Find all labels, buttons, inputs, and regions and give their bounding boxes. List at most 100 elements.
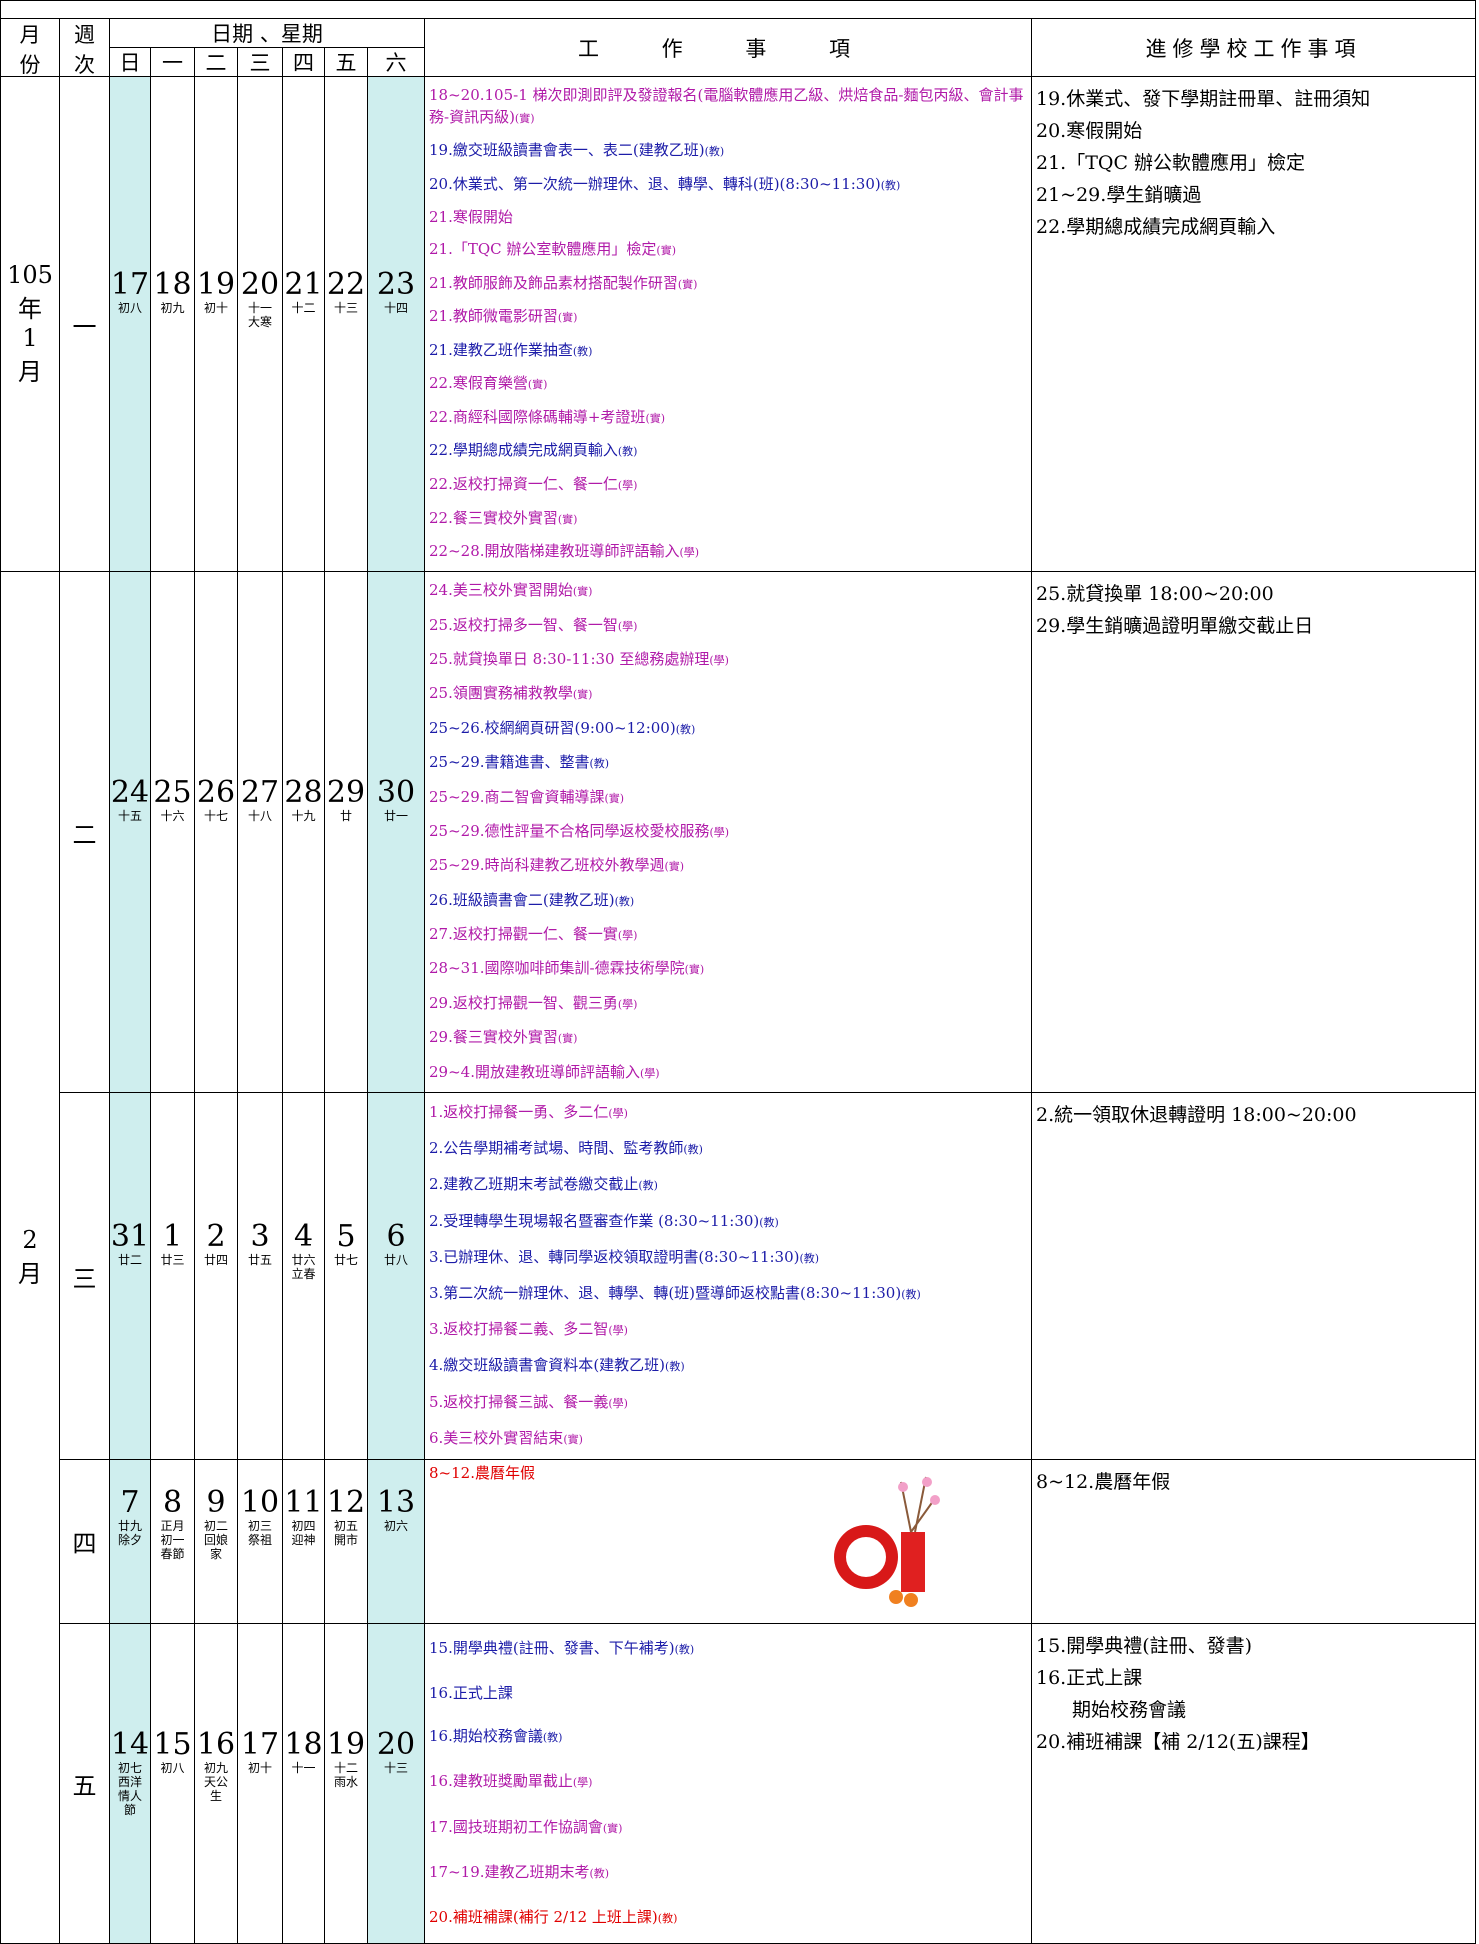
work-item: 20.補班補課(補行 2/12 上班上課)(教) xyxy=(429,1906,1027,1930)
work-tag: (教) xyxy=(665,1360,685,1374)
lunar-text: 初六 xyxy=(383,1518,408,1533)
day-number: 14 xyxy=(110,1726,150,1762)
work-tag: (實) xyxy=(572,585,593,599)
work-text: 8~12.農曆年假 xyxy=(429,1464,535,1482)
weekday-header: 二 xyxy=(194,47,238,77)
day-cell: 21 十二 xyxy=(282,76,325,572)
work-item: 17~19.建教乙班期末考(教) xyxy=(429,1861,1027,1885)
work-text: 22.商經科國際條碼輔導+考證班 xyxy=(429,407,646,426)
lunar-text: 十一 xyxy=(247,301,272,315)
lunar-text: 初三 xyxy=(247,1518,272,1533)
day-block: 20 十三 xyxy=(377,1728,415,1839)
work-item: 27.返校打掃觀一仁、餐一實(學) xyxy=(429,923,1027,947)
lunar-text: 初八 xyxy=(160,1760,185,1775)
day-block: 11 初四 迎神 xyxy=(284,1486,322,1597)
work-text: 22~28.開放階梯建教班導師評語輸入 xyxy=(429,542,680,561)
day-number: 30 xyxy=(376,775,416,810)
work-tag: (教) xyxy=(589,757,610,771)
day-cell: 1 廿三 xyxy=(150,1092,195,1460)
lunar-text: 大寒 xyxy=(247,315,272,329)
work-text: 17.國技班期初工作協調會 xyxy=(429,1817,603,1836)
work-text: 24.美三校外實習開始 xyxy=(429,581,573,600)
work-item: 2.公告學期補考試場、時間、監考教師(教) xyxy=(429,1137,1027,1161)
day-cell: 17 初十 xyxy=(237,1623,283,1944)
work-tag: (學) xyxy=(608,1107,628,1121)
school-item: 20.補班補課【補 2/12(五)課程】 xyxy=(1036,1731,1320,1753)
week-cell: 二 xyxy=(59,571,110,1093)
work-item: 16.期始校務會議(教) xyxy=(429,1725,1027,1749)
weekday-header: 日 xyxy=(109,47,151,77)
work-item: 25.領團實務補救教學(實) xyxy=(429,682,1027,706)
lunar-text: 廿七 xyxy=(333,1253,358,1267)
day-number: 22 xyxy=(326,267,366,302)
work-item: 21.建教乙班作業抽查(教) xyxy=(429,339,1027,363)
lunar-text: 初九 xyxy=(203,1760,228,1775)
day-cell: 22 十三 xyxy=(324,76,368,572)
day-number: 19 xyxy=(196,267,236,302)
work-text: 20.休業式、第一次統一辦理休、退、轉學、轉科(班)(8:30~11:30) xyxy=(429,174,881,193)
work-tag: (教) xyxy=(759,1215,779,1229)
day-cell: 11 初四 迎神 xyxy=(282,1459,325,1624)
work-tag: (實) xyxy=(677,277,698,291)
work-tag: (教) xyxy=(901,1288,921,1302)
day-cell: 29 廿 xyxy=(324,571,368,1093)
day-block: 17 初十 xyxy=(241,1728,279,1839)
day-block: 9 初二 回娘家 xyxy=(203,1486,228,1597)
day-block: 18 初九 xyxy=(153,269,191,379)
work-text: 16.期始校務會議 xyxy=(429,1727,543,1746)
work-cell: 1.返校打掃餐一勇、多二仁(學) 2.公告學期補考試場、時間、監考教師(教) 2.建… xyxy=(424,1092,1032,1460)
work-tag: (學) xyxy=(709,825,730,839)
day-cell: 7 廿九 除夕 xyxy=(109,1459,151,1624)
month-label: 1 xyxy=(22,324,38,352)
day-number: 5 xyxy=(336,1219,356,1254)
day-cell: 23 十四 xyxy=(367,76,425,572)
work-tag: (實) xyxy=(527,378,548,392)
lunar-text: 初七 xyxy=(117,1760,142,1775)
week-label: 五 xyxy=(72,1772,97,1800)
work-cell: 15.開學典禮(註冊、發書、下午補考)(教) 16.正式上課 16.期始校務會議(教… xyxy=(424,1623,1032,1944)
header-text: 份 xyxy=(19,53,41,77)
work-item: 22.寒假育樂營(實) xyxy=(429,372,1027,396)
weekday-header: 六 xyxy=(367,47,425,77)
work-item: 25~29.德性評量不合格同學返校愛校服務(學) xyxy=(429,820,1027,844)
lunar-text: 天公 xyxy=(203,1774,228,1789)
work-item: 29~4.開放建教班導師評語輸入(學) xyxy=(429,1061,1027,1085)
day-cell: 4 廿六 立春 xyxy=(282,1092,325,1460)
day-block: 29 廿 xyxy=(327,777,365,887)
work-text: 22.學期總成績完成網頁輸入 xyxy=(429,441,618,460)
work-text: 5.返校打掃餐三誠、餐一義 xyxy=(429,1392,609,1411)
work-item: 26.班級讀書會二(建教乙班)(教) xyxy=(429,889,1027,913)
work-text: 16.建教班獎勵單截止 xyxy=(429,1772,573,1791)
lunar-text: 迎神 xyxy=(291,1532,316,1547)
day-cell: 18 十一 xyxy=(282,1623,325,1944)
work-tag: (學) xyxy=(709,653,729,667)
work-tag: (教) xyxy=(674,1642,695,1656)
work-text: 15.開學典禮(註冊、發書、下午補考) xyxy=(429,1638,675,1657)
school-item: 25.就貸換單 18:00~20:00 xyxy=(1036,583,1274,605)
work-item: 25~29.時尚科建教乙班校外教學週(實) xyxy=(429,854,1027,878)
work-tag: (教) xyxy=(880,178,901,192)
day-block: 16 初九 天公生 xyxy=(197,1728,235,1839)
work-item: 25~26.校網網頁研習(9:00~12:00)(教) xyxy=(429,717,1027,741)
work-text: 25.就貸換單日 8:30-11:30 至總務處辦理 xyxy=(429,649,710,668)
weekday: 五 xyxy=(335,51,357,75)
school-item: 22.學期總成績完成網頁輸入 xyxy=(1036,216,1276,238)
work-item: 22.返校打掃資一仁、餐一仁(學) xyxy=(429,473,1027,497)
lunar-text: 十五 xyxy=(117,809,142,823)
work-tag: (實) xyxy=(656,244,676,258)
weekday: 四 xyxy=(293,51,314,75)
day-block: 3 廿五 xyxy=(248,1221,272,1331)
day-cell: 15 初八 xyxy=(150,1623,195,1944)
work-item: 2.建教乙班期末考試卷繳交截止(教) xyxy=(429,1173,1027,1197)
school-item: 15.開學典禮(註冊、發書) xyxy=(1036,1635,1253,1657)
month-cell: 105 年 1 月 xyxy=(0,76,60,572)
day-cell: 12 初五 開市 xyxy=(324,1459,368,1624)
work-item: 25.返校打掃多一智、餐一智(學) xyxy=(429,614,1027,638)
work-text: 3.已辦理休、退、轉同學返校領取證明書(8:30~11:30) xyxy=(429,1247,800,1266)
lunar-text: 初八 xyxy=(117,301,142,315)
work-item: 21.教師微電影研習(實) xyxy=(429,305,1027,329)
work-text: 21.寒假開始 xyxy=(429,208,513,227)
day-number: 17 xyxy=(110,267,150,302)
lunar-text: 初二 xyxy=(203,1518,228,1533)
